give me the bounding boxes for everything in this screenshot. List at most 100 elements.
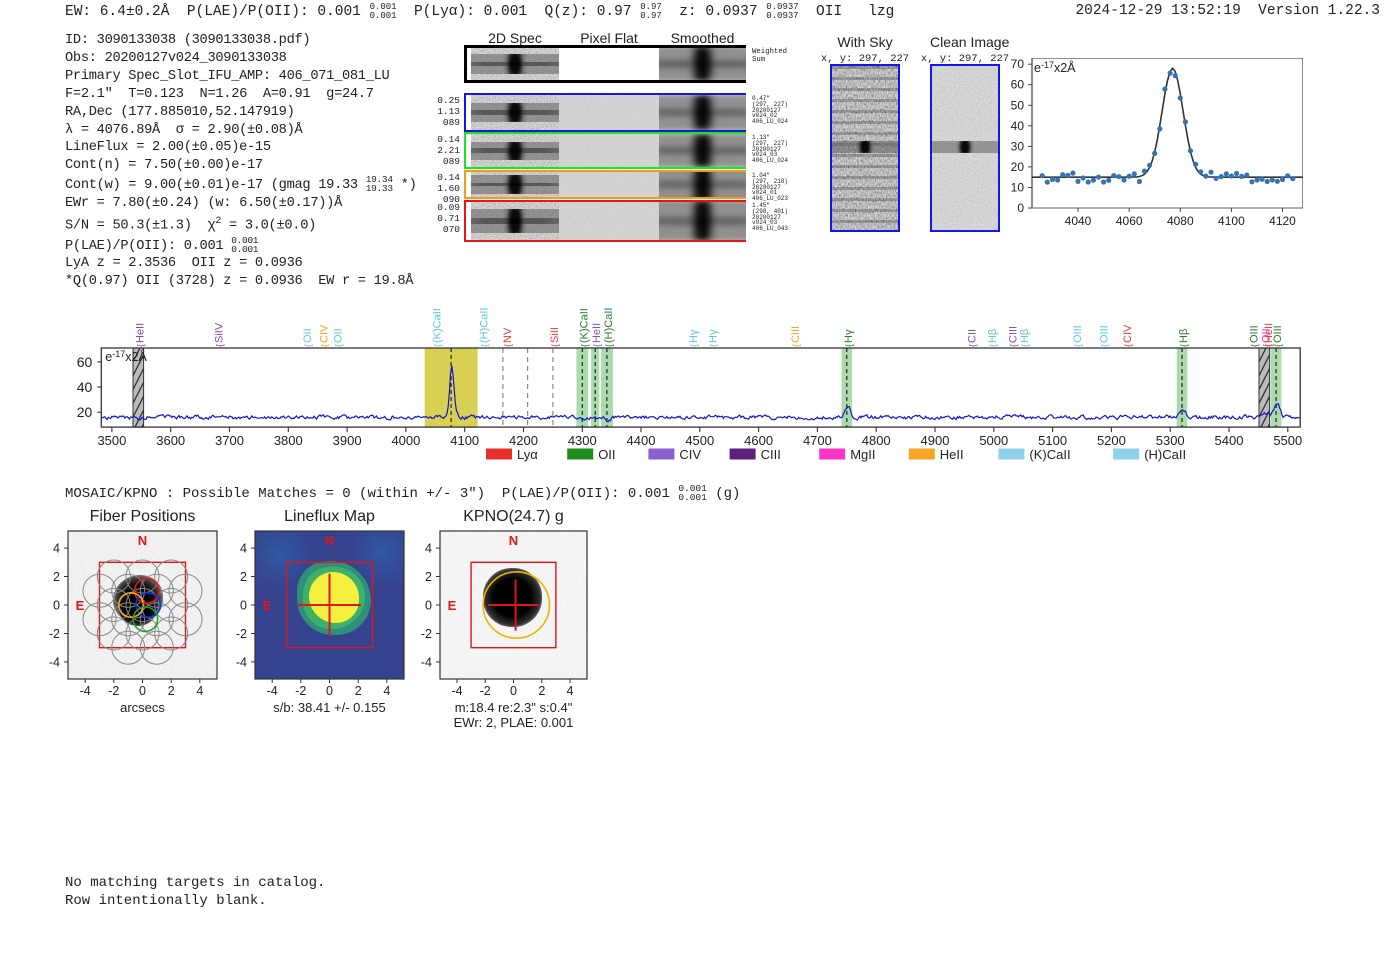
svg-text:4500: 4500 [685, 433, 714, 448]
svg-text:-4: -4 [49, 655, 60, 669]
svg-text:2: 2 [168, 684, 175, 698]
svg-text:4: 4 [567, 684, 574, 698]
svg-text:{: { [503, 344, 513, 347]
svg-text:{: { [1123, 344, 1133, 347]
svg-text:4040: 4040 [1065, 214, 1092, 228]
svg-text:{: { [135, 344, 145, 347]
svg-text:0: 0 [1017, 201, 1024, 215]
svg-text:{: { [334, 344, 344, 347]
svg-text:{: { [303, 344, 313, 347]
svg-text:MgII: MgII [850, 447, 875, 462]
svg-text:-4: -4 [80, 684, 91, 698]
svg-text:2: 2 [425, 570, 432, 584]
svg-text:OII: OII [598, 447, 615, 462]
svg-text:arcsecs: arcsecs [120, 700, 165, 715]
svg-text:0: 0 [326, 684, 333, 698]
svg-text:4700: 4700 [803, 433, 832, 448]
svg-text:Lineflux Map: Lineflux Map [284, 508, 375, 525]
svg-text:e-17x2Å: e-17x2Å [1034, 60, 1076, 75]
svg-text:-2: -2 [49, 627, 60, 641]
svg-text:KPNO(24.7) g: KPNO(24.7) g [463, 508, 563, 525]
svg-text:-4: -4 [421, 655, 432, 669]
svg-text:OIII: OIII [1249, 325, 1261, 343]
svg-text:-2: -2 [480, 684, 491, 698]
svg-text:OII: OII [302, 328, 314, 343]
svg-text:0: 0 [510, 684, 517, 698]
svg-text:{: { [479, 344, 489, 347]
svg-text:0: 0 [240, 599, 247, 613]
svg-text:CIII: CIII [790, 326, 802, 343]
svg-text:40: 40 [77, 379, 93, 395]
svg-text:2: 2 [240, 570, 247, 584]
svg-text:OIII: OIII [1099, 325, 1111, 343]
svg-text:(K)CaII: (K)CaII [578, 308, 590, 343]
svg-text:{: { [1273, 344, 1283, 347]
svg-text:HeII: HeII [134, 323, 146, 343]
svg-text:0: 0 [425, 599, 432, 613]
svg-text:4800: 4800 [862, 433, 891, 448]
svg-text:{: { [791, 344, 801, 347]
svg-text:4120: 4120 [1269, 214, 1296, 228]
svg-text:4400: 4400 [627, 433, 656, 448]
svg-text:Lyα: Lyα [517, 447, 538, 462]
svg-text:10: 10 [1011, 181, 1025, 195]
svg-text:{: { [1073, 344, 1083, 347]
svg-text:3600: 3600 [156, 433, 185, 448]
svg-text:OII: OII [1260, 328, 1272, 343]
svg-text:{: { [592, 344, 602, 347]
svg-text:4060: 4060 [1116, 214, 1143, 228]
svg-text:-4: -4 [267, 684, 278, 698]
svg-text:4200: 4200 [509, 433, 538, 448]
svg-text:(H)CaII: (H)CaII [478, 308, 490, 343]
svg-text:Hβ: Hβ [987, 329, 999, 343]
svg-text:4: 4 [383, 684, 390, 698]
svg-text:e-17x2Å: e-17x2Å [105, 349, 147, 364]
svg-text:{: { [1264, 344, 1274, 347]
svg-text:HeII: HeII [1263, 323, 1275, 343]
svg-text:SiII: SiII [549, 327, 561, 343]
svg-text:{: { [1179, 344, 1189, 347]
svg-text:CIV: CIV [318, 324, 330, 343]
svg-text:4600: 4600 [744, 433, 773, 448]
svg-text:OII: OII [333, 328, 345, 343]
svg-text:20: 20 [1011, 160, 1025, 174]
svg-text:4: 4 [240, 542, 247, 556]
svg-text:{: { [1020, 344, 1030, 347]
svg-text:4300: 4300 [568, 433, 597, 448]
svg-text:-4: -4 [451, 684, 462, 698]
svg-text:{: { [1250, 344, 1260, 347]
svg-text:4900: 4900 [921, 433, 950, 448]
svg-text:Hγ: Hγ [843, 329, 855, 343]
svg-text:{: { [550, 344, 560, 347]
svg-text:Hβ: Hβ [1019, 329, 1031, 343]
svg-text:4080: 4080 [1167, 214, 1194, 228]
svg-text:NV: NV [502, 327, 514, 343]
svg-text:HeII: HeII [591, 323, 603, 343]
svg-text:m:18.4 re:2.3" s:0.4": m:18.4 re:2.3" s:0.4" [455, 700, 573, 715]
svg-text:CII: CII [966, 329, 978, 343]
svg-text:{: { [844, 344, 854, 347]
svg-text:-2: -2 [236, 627, 247, 641]
svg-text:{: { [689, 344, 699, 347]
svg-text:CIV: CIV [679, 447, 701, 462]
svg-text:0: 0 [139, 684, 146, 698]
svg-text:4000: 4000 [391, 433, 420, 448]
svg-text:(H)CaII: (H)CaII [1144, 447, 1186, 462]
svg-text:-2: -2 [108, 684, 119, 698]
svg-text:Hγ: Hγ [708, 329, 720, 343]
svg-text:{: { [967, 344, 977, 347]
svg-text:4: 4 [196, 684, 203, 698]
svg-text:(K)CaII: (K)CaII [431, 308, 443, 343]
svg-text:CIII: CIII [1008, 326, 1020, 343]
svg-text:30: 30 [1011, 139, 1025, 153]
svg-text:EWr: 2, PLAE: 0.001: EWr: 2, PLAE: 0.001 [454, 715, 574, 730]
svg-text:4100: 4100 [450, 433, 479, 448]
svg-text:5500: 5500 [1273, 433, 1302, 448]
svg-text:3800: 3800 [274, 433, 303, 448]
svg-text:-2: -2 [295, 684, 306, 698]
svg-text:{: { [1100, 344, 1110, 347]
svg-text:{: { [1009, 344, 1019, 347]
svg-text:20: 20 [77, 404, 93, 420]
svg-text:5300: 5300 [1156, 433, 1185, 448]
svg-text:4: 4 [425, 542, 432, 556]
